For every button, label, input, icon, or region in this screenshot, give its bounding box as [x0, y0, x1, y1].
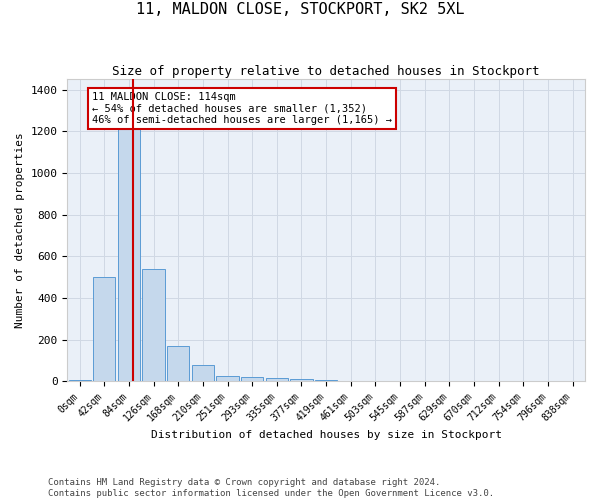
Bar — [290, 380, 313, 382]
Bar — [93, 277, 115, 382]
Bar — [217, 376, 239, 382]
Text: Contains HM Land Registry data © Crown copyright and database right 2024.
Contai: Contains HM Land Registry data © Crown c… — [48, 478, 494, 498]
Bar — [241, 377, 263, 382]
Title: Size of property relative to detached houses in Stockport: Size of property relative to detached ho… — [112, 65, 540, 78]
Bar — [315, 380, 337, 382]
Bar — [118, 100, 140, 382]
X-axis label: Distribution of detached houses by size in Stockport: Distribution of detached houses by size … — [151, 430, 502, 440]
Bar — [142, 269, 164, 382]
Bar — [68, 380, 91, 382]
Text: 11 MALDON CLOSE: 114sqm
← 54% of detached houses are smaller (1,352)
46% of semi: 11 MALDON CLOSE: 114sqm ← 54% of detache… — [92, 92, 392, 125]
Bar — [167, 346, 190, 382]
Text: 11, MALDON CLOSE, STOCKPORT, SK2 5XL: 11, MALDON CLOSE, STOCKPORT, SK2 5XL — [136, 2, 464, 18]
Bar — [192, 364, 214, 382]
Y-axis label: Number of detached properties: Number of detached properties — [15, 132, 25, 328]
Bar — [266, 378, 288, 382]
